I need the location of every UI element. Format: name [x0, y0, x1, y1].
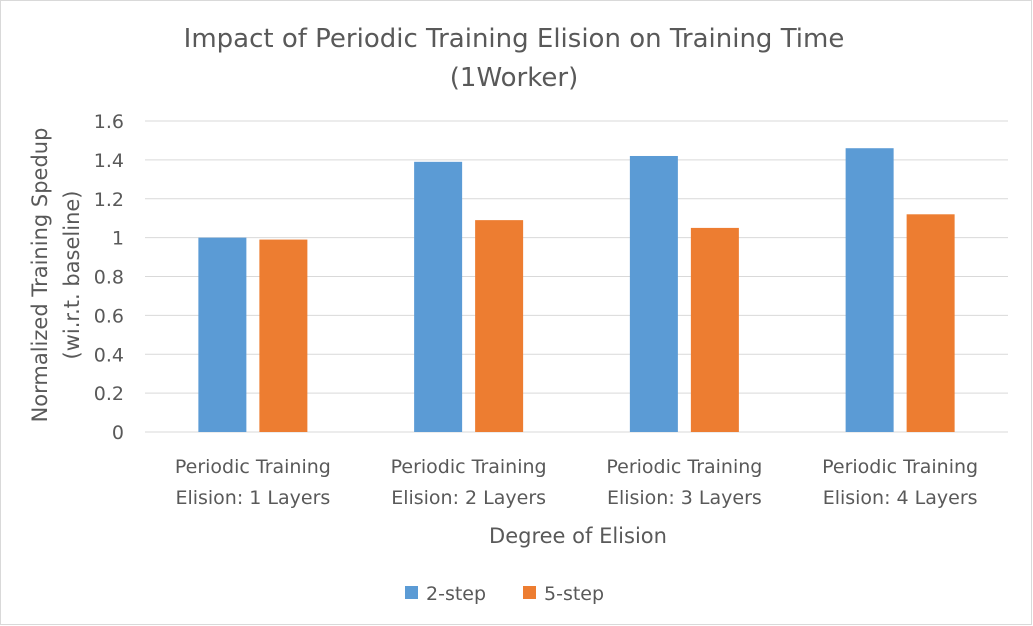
y-tick-label: 1: [112, 228, 124, 250]
bar-2-step: [198, 237, 247, 432]
y-tick-label: 0: [112, 422, 124, 444]
y-axis-subtitle-group: (wi.r.t. baseline): [60, 191, 84, 360]
x-category-label: Periodic Training: [175, 456, 331, 478]
x-category-label: Elision: 2 Layers: [391, 487, 546, 509]
x-category-label: Elision: 3 Layers: [607, 487, 762, 509]
bar-5-step: [906, 214, 955, 432]
y-tick-label: 1.6: [94, 111, 124, 133]
y-axis-subtitle: (wi.r.t. baseline): [60, 191, 84, 360]
y-tick-label: 0.2: [94, 383, 124, 405]
legend-swatch-2-step: [405, 586, 418, 599]
x-axis-categories: Periodic Training Elision: 1 Layers Period…: [175, 456, 978, 509]
bar-5-step: [475, 220, 524, 432]
y-axis-ticks: 0 0.2 0.4 0.6 0.8 1 1.2 1.4 1.6: [94, 111, 124, 444]
y-tick-label: 1.4: [94, 150, 124, 172]
y-tick-label: 0.6: [94, 305, 124, 327]
chart-title: Impact of Periodic Training Elision on T…: [184, 24, 845, 54]
y-tick-label: 0.8: [94, 267, 124, 289]
x-category-label: Periodic Training: [606, 456, 762, 478]
legend: 2-step 5-step: [405, 583, 604, 605]
chart-subtitle: (1Worker): [450, 63, 578, 93]
legend-label: 5-step: [544, 583, 604, 605]
x-axis-title: Degree of Elision: [489, 524, 667, 548]
x-category-label: Elision: 1 Layers: [175, 487, 330, 509]
bar-2-step: [629, 155, 678, 433]
x-category-label: Periodic Training: [391, 456, 547, 478]
bar-5-step: [690, 227, 739, 432]
bars: [198, 148, 955, 433]
x-category-label: Elision: 4 Layers: [823, 487, 978, 509]
bar-2-step: [845, 148, 894, 432]
bar-2-step: [414, 161, 463, 432]
y-tick-label: 0.4: [94, 344, 124, 366]
x-category-label: Periodic Training: [822, 456, 978, 478]
y-axis-title-group: Normalized Training Spedup: [28, 128, 52, 423]
legend-label: 2-step: [426, 583, 486, 605]
bar-5-step: [259, 239, 308, 432]
y-axis-title: Normalized Training Spedup: [28, 128, 52, 423]
legend-swatch-5-step: [523, 586, 536, 599]
y-tick-label: 1.2: [94, 189, 124, 211]
